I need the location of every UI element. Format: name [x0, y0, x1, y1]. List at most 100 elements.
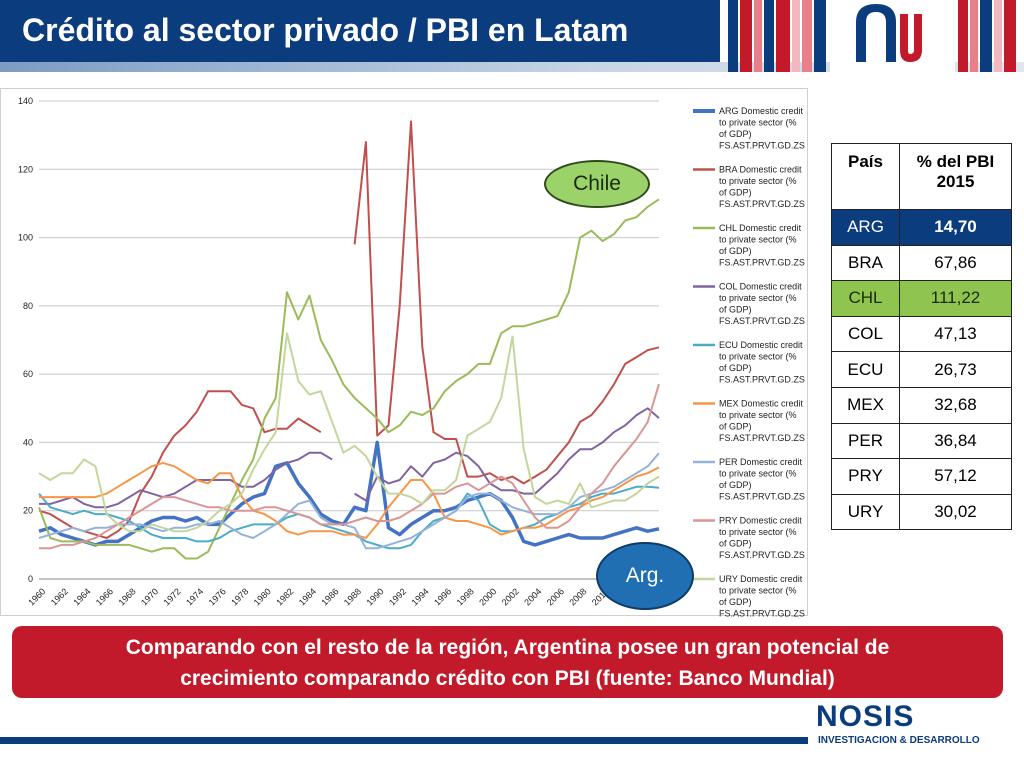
country-cell: COL [831, 315, 900, 353]
title-underline [0, 62, 1024, 72]
country-cell: PRY [831, 458, 900, 495]
decor-stripe [958, 0, 968, 72]
x-tick-label: 1984 [297, 586, 318, 607]
y-tick-label: 0 [28, 574, 33, 584]
legend-entry: PER Domestic credit to private sector (% o… [719, 457, 805, 502]
x-tick-label: 1998 [455, 586, 476, 607]
x-tick-label: 1978 [229, 586, 250, 607]
x-tick-label: 1982 [274, 586, 295, 607]
country-cell: CHL [831, 280, 900, 317]
x-tick-label: 1960 [26, 586, 47, 607]
series-line-1 [38, 120, 660, 539]
legend-entry: BRA Domestic credit to private sector (% o… [719, 165, 805, 210]
x-tick-label: 1968 [116, 586, 137, 607]
x-tick-label: 1992 [387, 586, 408, 607]
series-line-6 [38, 452, 660, 550]
x-tick-label: 1988 [342, 586, 363, 607]
x-tick-label: 2008 [567, 586, 588, 607]
decor-stripe [728, 0, 738, 72]
table-row: PER 36,84 [831, 422, 1012, 460]
country-cell: PER [831, 422, 900, 460]
value-cell: 32,68 [899, 386, 1012, 424]
x-tick-label: 1972 [162, 586, 183, 607]
series-line-3 [39, 407, 660, 509]
table-row: URY 30,02 [831, 493, 1012, 531]
y-tick-label: 140 [18, 96, 33, 106]
x-tick-label: 1980 [252, 586, 273, 607]
credit-table: País % del PBI 2015 ARG 14,70 BRA 67,86 CH… [831, 143, 1012, 531]
country-cell: URY [831, 493, 900, 531]
x-tick-label: 1966 [94, 586, 115, 607]
title-bar: Crédito al sector privado / PBI en Latam [0, 0, 720, 62]
country-cell: BRA [831, 244, 900, 282]
arg-callout: Arg. [596, 542, 694, 610]
footer-bar [0, 737, 808, 744]
header: Crédito al sector privado / PBI en Latam [0, 0, 1024, 75]
conclusion-banner: Comparando con el resto de la región, Ar… [12, 626, 1003, 698]
table-row: COL 47,13 [831, 315, 1012, 353]
table-row: PRY 57,12 [831, 458, 1012, 495]
decor-stripe [776, 0, 790, 72]
credit-line-chart: 0 20 40 60 80 100 120 140 1960 1962 1964 1966 1968 19… [0, 88, 808, 617]
y-tick-label: 40 [23, 437, 33, 447]
value-cell: 67,86 [899, 244, 1012, 282]
value-cell: 30,02 [899, 493, 1012, 531]
country-cell: ARG [831, 209, 900, 246]
x-tick-label: 1962 [49, 586, 70, 607]
banner-line: Comparando con el resto de la región, Ar… [125, 636, 890, 659]
decor-stripe [754, 0, 762, 72]
legend-entry: MEX Domestic credit to private sector (% o… [719, 399, 805, 444]
value-cell: 57,12 [899, 458, 1012, 495]
x-tick-label: 2004 [522, 586, 543, 607]
decor-stripe [980, 0, 992, 72]
value-cell: 26,73 [899, 351, 1012, 388]
legend-entry: PRY Domestic credit to private sector (% o… [719, 516, 805, 561]
brand-name: NOSIS [816, 700, 915, 733]
x-tick-label: 2002 [500, 586, 521, 607]
header-value: % del PBI 2015 [899, 143, 1012, 210]
decor-stripe [1004, 0, 1016, 72]
value-cell: 36,84 [899, 422, 1012, 460]
decor-stripe [740, 0, 752, 72]
table-row: ARG 14,70 [831, 209, 1012, 246]
y-tick-label: 20 [23, 506, 33, 516]
decor-stripe [764, 0, 774, 72]
table-row: ECU 26,73 [831, 351, 1012, 388]
x-tick-label: 2006 [545, 586, 566, 607]
country-cell: ECU [831, 351, 900, 388]
x-tick-label: 1994 [410, 586, 431, 607]
legend-entry: CHL Domestic credit to private sector (% o… [719, 223, 805, 268]
x-tick-label: 1970 [139, 586, 160, 607]
country-cell: MEX [831, 386, 900, 424]
x-tick-label: 1986 [319, 586, 340, 607]
series-line-2 [38, 198, 660, 560]
legend-entry: ARG Domestic credit to private sector (% o… [719, 106, 805, 151]
decor-stripe [792, 0, 800, 72]
table-row: CHL 111,22 [831, 280, 1012, 317]
page-title: Crédito al sector privado / PBI en Latam [22, 12, 629, 48]
legend-entry: ECU Domestic credit to private sector (% o… [719, 340, 805, 385]
x-tick-label: 1996 [432, 586, 453, 607]
nosis-logo: NOSIS INVESTIGACION & DESARROLLO [816, 700, 986, 750]
value-cell: 111,22 [899, 280, 1012, 317]
table-header-row: País % del PBI 2015 [831, 143, 1012, 210]
x-tick-label: 1974 [184, 586, 205, 607]
series-line-7 [39, 383, 660, 550]
series-line-0 [38, 440, 660, 547]
y-tick-label: 60 [23, 369, 33, 379]
chile-callout: Chile [544, 160, 650, 208]
x-tick-label: 1976 [207, 586, 228, 607]
table-row: BRA 67,86 [831, 244, 1012, 282]
brand-tagline: INVESTIGACION & DESARROLLO [818, 735, 980, 746]
series-line-5 [39, 461, 660, 539]
value-cell: 47,13 [899, 315, 1012, 353]
x-tick-label: 1964 [71, 586, 92, 607]
header-country: País [831, 143, 900, 210]
nu-logo-icon [830, 0, 955, 72]
y-tick-label: 120 [18, 164, 33, 174]
legend-entry: COL Domestic credit to private sector (% o… [719, 282, 805, 327]
decor-stripe [814, 0, 826, 72]
x-tick-label: 1990 [364, 586, 385, 607]
legend-entry: URY Domestic credit to private sector (% o… [719, 574, 805, 617]
